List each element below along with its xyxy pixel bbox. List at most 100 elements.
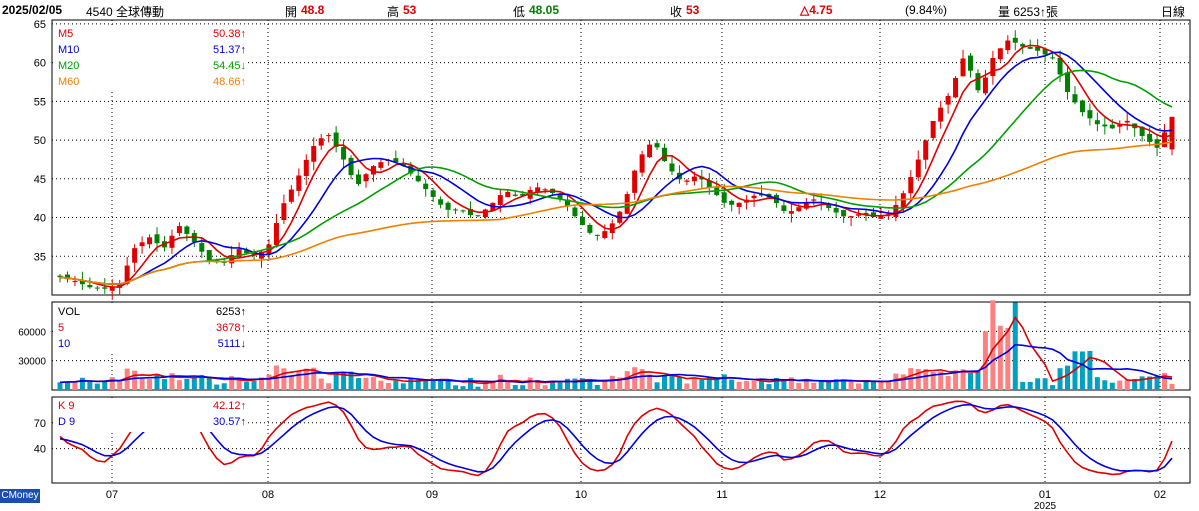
candle-body [139, 242, 145, 247]
candle-body [706, 180, 712, 188]
candle-body [1169, 116, 1175, 150]
volume-bar [870, 382, 876, 390]
volume-bar [482, 380, 488, 390]
candle-body [1079, 100, 1085, 113]
candle-body [94, 287, 100, 289]
volume-bar [147, 379, 153, 390]
volume-bar [161, 379, 167, 390]
volume-bar [341, 372, 347, 390]
volume-bar [1117, 380, 1123, 390]
volume-bar [684, 383, 690, 390]
candle-body [453, 209, 459, 211]
volume-bar [833, 379, 839, 390]
candle-body [997, 48, 1003, 60]
quote-date: 2025/02/05 [2, 3, 63, 17]
ma5-line [59, 44, 1173, 288]
period-label[interactable]: 日線 [1161, 5, 1186, 19]
quote-header: 2025/02/05 4540 全球傳動 開 48.8 高 53 低 48.05… [0, 0, 1199, 20]
candle-body [296, 175, 302, 191]
volume-bar [184, 378, 190, 390]
volume-tick-label: 30000 [18, 357, 46, 368]
candle-body [1072, 94, 1078, 103]
volume-bar [64, 381, 70, 390]
x-year-label: 2025 [1034, 501, 1057, 511]
candle-body [236, 249, 242, 258]
volume-bar [885, 381, 891, 390]
volume-bar [438, 379, 444, 390]
candle-body [438, 199, 444, 205]
volume-bar [759, 380, 765, 390]
candle-body [811, 199, 817, 201]
candle-body [132, 248, 138, 263]
y-tick-label: 50 [34, 135, 46, 147]
d-line [59, 403, 1173, 473]
volume-bar [199, 375, 205, 390]
candle-body [990, 57, 996, 77]
volume-bar [154, 375, 160, 390]
volume-bar [676, 376, 682, 390]
ma60-line [59, 141, 1173, 285]
volume-bar [1124, 379, 1130, 390]
high-label: 高 [387, 5, 400, 19]
volume-bar [1087, 350, 1093, 390]
volume-bar [356, 378, 362, 390]
x-tick-label: 11 [716, 489, 727, 501]
candle-body [117, 283, 123, 288]
candle-body [572, 207, 578, 217]
candle-body [154, 234, 160, 244]
x-tick-label: 01 [1039, 489, 1051, 501]
candle-body [311, 146, 317, 162]
volume-bar [363, 377, 369, 390]
volume-bar [856, 383, 862, 390]
candle-body [975, 73, 981, 91]
candle-body [303, 159, 309, 176]
volume-bar [639, 369, 645, 390]
volume-bar [94, 383, 100, 390]
candle-body [609, 223, 615, 234]
candle-body [803, 203, 809, 209]
candle-body [982, 77, 988, 94]
volume-bar [975, 371, 981, 390]
volume-bar [430, 380, 436, 390]
volume-bar [281, 368, 287, 390]
candle-body [72, 281, 78, 283]
volume-bar [826, 382, 832, 390]
candle-body [467, 208, 473, 216]
volume-bar [751, 380, 757, 390]
volume-bar [266, 374, 272, 390]
candle-body [833, 208, 839, 213]
volume-bar [535, 380, 541, 390]
volume-bar [788, 377, 794, 390]
candle-body [647, 144, 653, 158]
candle-body [662, 147, 668, 161]
candle-body [505, 191, 511, 198]
volume-bar [229, 376, 235, 390]
candle-body [557, 194, 563, 199]
candle-body [430, 190, 436, 197]
volume-bar [1102, 380, 1108, 390]
candle-body [512, 194, 518, 196]
volume-bar [624, 371, 630, 390]
legend-name: M5 [58, 28, 74, 40]
candle-body [1087, 110, 1093, 119]
volume-bar [1154, 375, 1160, 390]
volume-bar [117, 379, 123, 390]
candle-body [960, 58, 966, 77]
volume-bar [818, 381, 824, 390]
candle-body [520, 193, 526, 196]
candle-body [1042, 49, 1048, 55]
legend-value: 3678↑ [216, 322, 246, 334]
volume-bar [579, 378, 585, 390]
candle-body [624, 194, 630, 214]
candle-body [176, 226, 182, 234]
candle-body [1139, 126, 1145, 136]
ma20-line [59, 69, 1173, 285]
change-percent: (9.84%) [905, 3, 948, 17]
volume-bar [923, 369, 929, 390]
candle-body [669, 163, 675, 172]
volume-bar [132, 370, 138, 390]
low-value: 48.05 [529, 3, 560, 17]
volume-bar [706, 377, 712, 390]
candle-body [102, 287, 108, 289]
